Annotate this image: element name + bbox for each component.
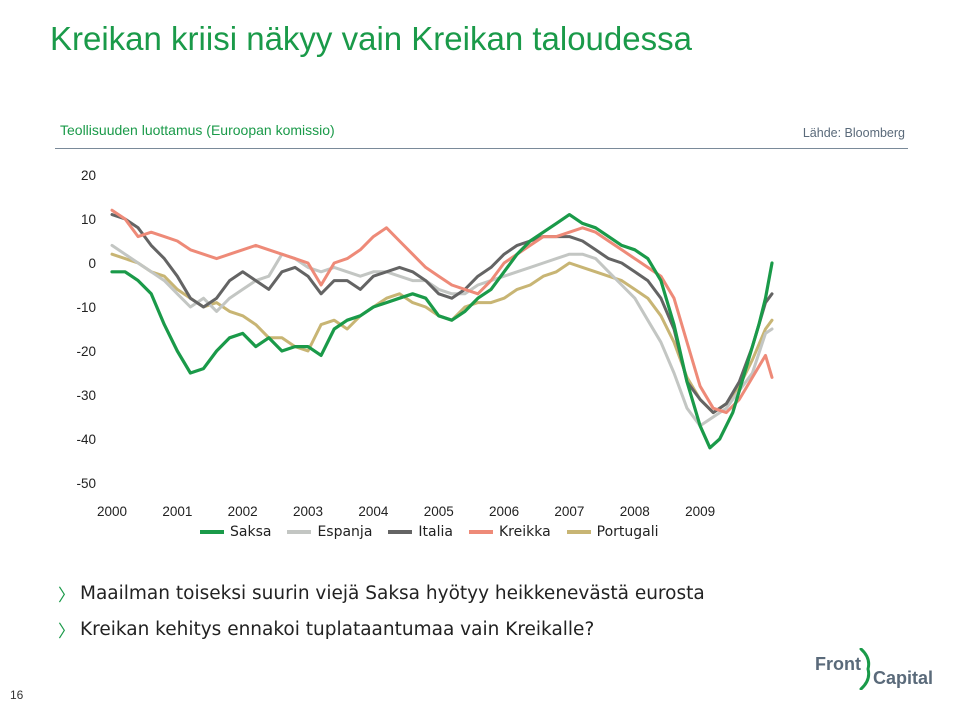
chevron-right-icon: 〉 [58,621,75,642]
legend-item-italia: Italia [388,524,453,540]
source-note: Lähde: Bloomberg [802,126,905,140]
chart-legend: Saksa Espanja Italia Kreikka Portugali [200,522,659,542]
x-tick-label: 2006 [489,504,519,519]
series-line-espanja [110,243,774,428]
logo-word-capital: Capital [873,668,934,688]
legend-label-saksa: Saksa [230,524,272,540]
legend-item-kreikka: Kreikka [468,524,551,540]
company-logo: Front Capital [815,648,935,690]
x-tick-label: 2000 [97,504,127,519]
x-tick-label: 2003 [293,504,323,519]
x-tick-label: 2002 [228,504,258,519]
legend-item-portugali: Portugali [566,524,659,540]
legend-swatch-espanja [287,530,312,534]
logo-word-front: Front [815,654,861,674]
series-line-kreikka [110,208,774,415]
x-tick-label: 2004 [358,504,389,519]
bullet-text: Kreikan kehitys ennakoi tuplataantumaa v… [80,618,595,640]
y-tick-label: 0 [88,256,96,271]
legend-item-saksa: Saksa [200,524,271,540]
chart-subtitle: Teollisuuden luottamus (Euroopan komissi… [60,122,335,138]
legend-item-espanja: Espanja [287,524,372,540]
logo-bracket-icon [859,648,871,690]
x-tick-label: 2007 [554,504,584,519]
x-tick-label: 2009 [685,504,715,519]
bullet-item: 〉 Maailman toiseksi suurin viejä Saksa h… [58,575,705,611]
legend-label-kreikka: Kreikka [498,524,551,540]
x-tick-label: 2001 [162,504,192,519]
series-line-saksa [110,213,774,450]
y-tick-label: -20 [76,344,96,359]
legend-swatch-kreikka [468,530,493,534]
y-tick-label: -10 [76,300,96,315]
legend-label-italia: Italia [418,524,453,540]
series-layer [110,208,774,450]
y-tick-label: 10 [81,212,96,227]
legend-label-espanja: Espanja [317,524,373,540]
slide-title: Kreikan kriisi näkyy vain Kreikan taloud… [50,20,692,57]
legend-label-portugali: Portugali [596,524,659,540]
header-divider [55,148,908,149]
legend-swatch-portugali [566,530,591,534]
y-tick-label: -40 [76,432,96,447]
x-tick-label: 2008 [620,504,650,519]
page-number: 16 [10,688,24,702]
y-tick-label: -30 [76,388,96,403]
y-axis: 20 10 0 -10 -20 -30 -40 -50 [76,168,96,491]
legend-swatch-saksa [200,530,224,534]
series-line-italia [110,213,774,415]
bullet-text: Maailman toiseksi suurin viejä Saksa hyö… [80,582,705,604]
chevron-right-icon: 〉 [58,585,75,606]
x-axis: 2000 2001 2002 2003 2004 2005 2006 2007 2008 2009 [97,504,715,519]
y-tick-label: 20 [81,168,96,183]
y-tick-label: -50 [76,476,96,491]
bullet-list: 〉 Maailman toiseksi suurin viejä Saksa h… [58,575,705,647]
x-tick-label: 2005 [424,504,454,519]
bullet-item: 〉 Kreikan kehitys ennakoi tuplataantumaa… [58,611,705,647]
legend-swatch-italia [388,530,413,534]
